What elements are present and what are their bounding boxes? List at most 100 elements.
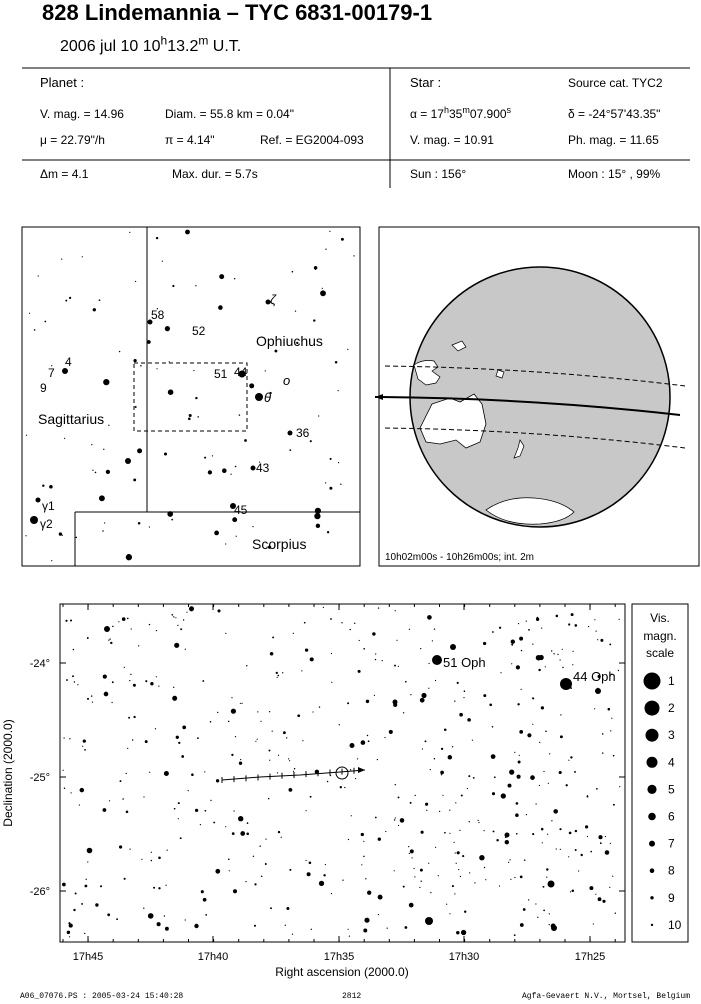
chart-star (519, 730, 524, 734)
label: π = 4.14" (165, 133, 215, 147)
chart-star (431, 640, 433, 642)
bright-star (30, 516, 38, 524)
star (102, 530, 104, 532)
chart-star (515, 832, 518, 835)
star (133, 478, 137, 482)
chart-star (268, 711, 271, 713)
chart-star (609, 886, 611, 889)
chart-star (557, 653, 559, 656)
chart-star (612, 803, 615, 806)
star (230, 473, 232, 475)
bright-star (238, 370, 246, 378)
chart-star (519, 875, 523, 879)
chart-star (86, 697, 90, 700)
chart-star (171, 613, 174, 616)
chart-star (414, 794, 416, 797)
chart-star (469, 872, 471, 874)
chart-star (522, 908, 526, 911)
finder-label: Ophiuchus (256, 333, 323, 349)
chart-star (445, 903, 448, 905)
chart-star (458, 868, 460, 871)
scale-dot (644, 700, 660, 716)
chart-star (284, 924, 286, 926)
chart-star (81, 902, 84, 905)
chart-star (184, 648, 186, 650)
chart-star (397, 796, 400, 799)
finder-label: ζ (270, 292, 277, 307)
chart-star (408, 628, 411, 630)
chart-star (309, 795, 312, 798)
chart-star (532, 697, 535, 700)
chart-star (156, 922, 161, 927)
chart-star (184, 919, 186, 921)
chart-star (344, 786, 346, 789)
chart-star (520, 649, 523, 652)
chart-star (601, 733, 604, 735)
x-tick-label: 17h45 (73, 951, 104, 963)
bright-star (265, 299, 271, 305)
chart-star (466, 787, 469, 790)
chart-star (238, 816, 244, 822)
star (315, 523, 321, 528)
chart-star (558, 770, 562, 775)
chart-star (202, 680, 205, 682)
chart-star (107, 913, 111, 917)
chart-star (523, 859, 526, 861)
chart-star (396, 639, 398, 641)
chart-star (404, 926, 408, 929)
x-tick-label: 17h25 (575, 951, 606, 963)
path-arrow (358, 767, 365, 773)
chart-star (440, 770, 444, 775)
x-tick-label: 17h35 (324, 951, 355, 963)
star (98, 495, 105, 502)
field-box (133, 362, 248, 432)
chart-star (509, 769, 515, 775)
label: Sun : 156° (410, 167, 466, 181)
chart-star (510, 639, 515, 644)
chart-star (280, 836, 282, 838)
star (25, 535, 27, 537)
chart-star (408, 846, 410, 848)
scale-label: 4 (668, 755, 675, 769)
chart-star (574, 829, 578, 833)
chart-star (551, 650, 553, 652)
chart-star (464, 910, 467, 913)
chart-star (517, 760, 521, 764)
text-part: 07.900 (470, 107, 507, 121)
chart-star (574, 624, 578, 627)
chart-star (548, 923, 550, 926)
chart-star (372, 632, 376, 636)
chart-star (553, 809, 558, 814)
scale-label: 6 (668, 810, 675, 824)
star (334, 361, 338, 364)
star (156, 308, 159, 310)
finder-label: 43 (256, 461, 270, 475)
chart-star (318, 706, 321, 708)
chart-star (353, 622, 356, 625)
star (238, 414, 241, 416)
bright-star (547, 880, 555, 888)
chart-star (177, 624, 179, 627)
chart-star (73, 681, 76, 683)
chart-star (361, 864, 363, 866)
chart-star (126, 617, 129, 620)
chart-star (65, 619, 68, 622)
chart-star (515, 665, 521, 670)
bright-star (551, 925, 557, 931)
chart-star (225, 632, 227, 635)
chart-star (570, 613, 574, 617)
label: Diam. = 55.8 km = 0.04" (165, 107, 294, 121)
chart-star (132, 683, 136, 687)
chart-star (130, 628, 132, 630)
chart-star (471, 739, 473, 741)
chart-star (227, 858, 230, 861)
chart-star (377, 894, 383, 900)
chart-star (451, 885, 454, 888)
star (163, 452, 168, 456)
chart-star (414, 876, 416, 878)
chart-star (322, 606, 324, 609)
star (214, 530, 219, 536)
chart-star (479, 855, 485, 861)
chart-star (108, 639, 110, 641)
chart-star (463, 697, 465, 699)
